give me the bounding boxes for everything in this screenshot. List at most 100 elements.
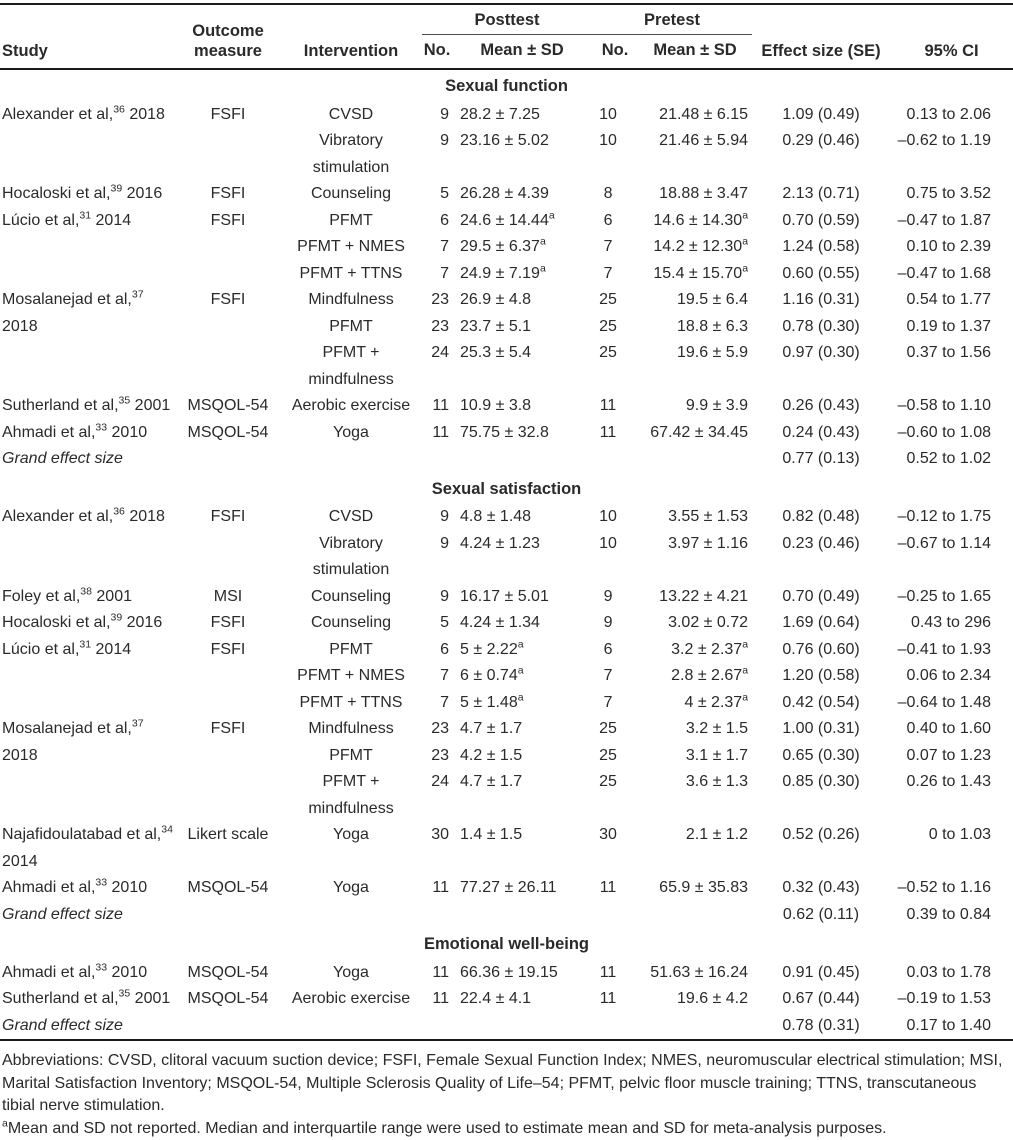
pretest-no-cell: 25 xyxy=(599,773,617,790)
table-row: Hocaloski et al,39 2016 FSFI Counseling 5 26… xyxy=(0,181,1013,208)
table-row: Grand effect size 0.78 (0.31) 0.17 to 1.40 xyxy=(0,1013,1013,1041)
pretest-mean-sd-cell: 19.6 ± 4.2 xyxy=(676,990,749,1007)
pretest-no-cell xyxy=(592,1013,638,1041)
outcome-measure-cell xyxy=(176,446,280,473)
posttest-no-cell: 6 xyxy=(440,211,449,229)
intervention-cell: Counseling xyxy=(310,587,392,605)
table-header: Study Outcome measure Intervention Postt… xyxy=(0,4,1013,70)
table-row: Alexander et al,36 2018 FSFI CVSD 9 4.8 ± 1.… xyxy=(0,504,1013,531)
effect-size-cell: 0.70 (0.49) xyxy=(782,587,860,605)
posttest-mean-sd-cell xyxy=(452,902,592,929)
table-body: Sexual function Alexander et al,36 2018 FS… xyxy=(0,69,1013,1040)
pretest-mean-sd-cell: 21.46 ± 5.94 xyxy=(659,132,749,149)
effect-size-cell: 0.82 (0.48) xyxy=(782,508,860,525)
ci-cell: 0.26 to 1.43 xyxy=(906,773,992,790)
intervention-cell: Counseling xyxy=(310,185,392,202)
ci-cell: –0.12 to 1.75 xyxy=(897,508,992,525)
intervention-cell: PFMT + TTNS xyxy=(299,264,403,282)
posttest-no-cell: 24 xyxy=(431,344,449,361)
ci-cell: –0.64 to 1.48 xyxy=(897,693,992,711)
outcome-measure-cell: MSI xyxy=(213,587,243,605)
ci-cell: 0.39 to 0.84 xyxy=(906,905,992,923)
pretest-no-cell: 7 xyxy=(603,264,613,282)
ci-cell: 0.52 to 1.02 xyxy=(906,450,992,467)
header-spanner-row: Study Outcome measure Intervention Postt… xyxy=(0,4,1013,70)
effect-size-cell: 0.60 (0.55) xyxy=(782,264,860,282)
posttest-no-cell: 11 xyxy=(432,963,449,981)
pretest-mean-sd-cell: 18.8 ± 6.3 xyxy=(676,317,749,335)
pretest-no-cell: 7 xyxy=(603,693,613,711)
outcome-measure-cell: FSFI xyxy=(210,614,246,631)
col-header-ci: 95% CI xyxy=(890,4,1013,70)
table-row: Mosalanejad et al,37 2018 FSFI Mindfulness… xyxy=(0,716,1013,763)
intervention-cell: PFMT + mindfulness xyxy=(308,773,394,817)
effect-size-cell: 1.20 (0.58) xyxy=(782,667,860,684)
outcome-measure-cell: MSQOL-54 xyxy=(187,397,269,414)
footnote-a-marker: a xyxy=(2,1117,8,1130)
table-row: Sutherland et al,35 2001 MSQOL-54 Aerobic … xyxy=(0,986,1013,1013)
pretest-no-cell: 30 xyxy=(599,826,617,843)
posttest-spanner-label: Posttest xyxy=(422,11,593,35)
pretest-mean-sd-cell: 3.02 ± 0.72 xyxy=(668,614,749,631)
intervention-cell: Yoga xyxy=(333,879,369,896)
ci-cell: 0.17 to 1.40 xyxy=(906,1016,992,1034)
table-row: PFMT + mindfulness 24 4.7 ± 1.7 25 3.6 ± 1.3… xyxy=(0,769,1013,822)
study-cell: Sutherland et al,35 2001 xyxy=(2,394,171,414)
table-row: PFMT + NMES 7 29.5 ± 6.37a 7 14.2 ± 12.30a 1.… xyxy=(0,234,1013,261)
intervention-cell: PFMT xyxy=(329,640,373,658)
ci-cell: –0.58 to 1.10 xyxy=(897,397,992,414)
ci-cell: 0.37 to 1.56 xyxy=(906,344,992,361)
posttest-mean-sd-cell: 10.9 ± 3.8 xyxy=(460,397,532,414)
pretest-no-cell: 6 xyxy=(603,640,613,658)
intervention-cell: PFMT + NMES xyxy=(297,667,405,684)
effect-size-cell: 0.78 (0.31) xyxy=(782,1016,860,1034)
pretest-no-cell: 25 xyxy=(599,344,617,361)
pretest-no-cell: 25 xyxy=(599,746,617,764)
posttest-mean-sd-cell: 24.6 ± 14.44a xyxy=(460,209,555,229)
posttest-no-cell: 9 xyxy=(440,534,449,552)
posttest-mean-sd-cell: 26.28 ± 4.39 xyxy=(460,185,549,202)
posttest-mean-sd-cell: 25.3 ± 5.4 xyxy=(460,344,532,361)
section-title: Sexual satisfaction xyxy=(431,479,582,498)
intervention-cell: CVSD xyxy=(328,508,374,525)
posttest-mean-sd-cell: 6 ± 0.74a xyxy=(460,664,524,684)
col-header-posttest: Posttest xyxy=(422,4,593,35)
outcome-measure-cell: FSFI xyxy=(210,291,246,308)
posttest-mean-sd-cell: 4.7 ± 1.7 xyxy=(460,773,523,790)
ci-cell: –0.19 to 1.53 xyxy=(897,990,992,1007)
posttest-no-cell: 23 xyxy=(431,291,449,308)
posttest-no-cell: 11 xyxy=(432,423,449,441)
intervention-cell: Yoga xyxy=(333,963,369,981)
table-row: Ahmadi et al,33 2010 MSQOL-54 Yoga 11 77.27 … xyxy=(0,875,1013,902)
table-row: Ahmadi et al,33 2010 MSQOL-54 Yoga 11 75.75 … xyxy=(0,420,1013,447)
effect-size-cell: 0.29 (0.46) xyxy=(782,132,860,149)
ci-cell: 0.43 to 296 xyxy=(910,614,992,631)
ci-cell: –0.60 to 1.08 xyxy=(897,423,992,441)
posttest-no-cell: 24 xyxy=(431,773,449,790)
posttest-mean-sd-cell: 77.27 ± 26.11 xyxy=(460,879,557,896)
pretest-mean-sd-cell xyxy=(638,446,752,473)
document-page: Study Outcome measure Intervention Postt… xyxy=(0,3,1013,1140)
posttest-mean-sd-cell: 24.9 ± 7.19a xyxy=(460,262,546,282)
intervention-cell xyxy=(280,902,422,929)
pretest-no-cell xyxy=(592,902,638,929)
table-footnotes: Abbreviations: CVSD, clitoral vacuum suc… xyxy=(0,1041,1013,1140)
table-row: Mosalanejad et al,37 2018 FSFI Mindfulness… xyxy=(0,287,1013,334)
pretest-no-cell: 25 xyxy=(599,720,617,737)
posttest-no-cell: 30 xyxy=(431,826,449,843)
posttest-no-cell: 7 xyxy=(440,693,449,711)
effect-size-cell: 0.65 (0.30) xyxy=(782,746,860,764)
table-row: PFMT 23 4.2 ± 1.5 25 3.1 ± 1.7 0.65 (0.30) 0.0… xyxy=(0,743,1013,770)
intervention-cell: Mindfulness xyxy=(308,720,394,737)
study-cell: Foley et al,38 2001 xyxy=(2,585,132,605)
pretest-mean-sd-cell: 19.6 ± 5.9 xyxy=(676,344,749,361)
effect-size-cell: 0.70 (0.59) xyxy=(782,211,860,229)
col-header-intervention: Intervention xyxy=(280,4,422,70)
study-cell: Sutherland et al,35 2001 xyxy=(2,987,171,1007)
posttest-mean-sd-cell xyxy=(452,446,592,473)
col-header-pretest: Pretest xyxy=(592,4,753,35)
study-cell: Lúcio et al,31 2014 xyxy=(2,638,132,658)
posttest-mean-sd-cell: 75.75 ± 32.8 xyxy=(460,423,549,441)
pretest-no-cell: 11 xyxy=(599,423,617,441)
table-row: Grand effect size 0.62 (0.11) 0.39 to 0.84 xyxy=(0,902,1013,929)
